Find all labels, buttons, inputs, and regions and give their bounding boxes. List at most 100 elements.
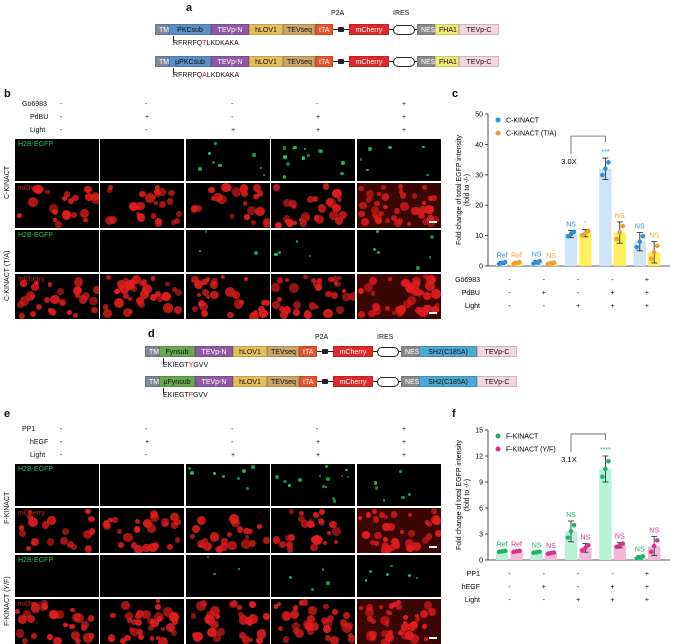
cell-signal: [385, 622, 390, 628]
segment-nes: NES: [417, 24, 435, 35]
condition-label: hEGF: [462, 584, 480, 591]
cell-signal: [427, 607, 436, 616]
cell-signal: [314, 304, 320, 310]
cell-signal: [67, 540, 75, 549]
cell-signal: [31, 632, 38, 640]
ires-linker: [389, 56, 417, 67]
data-point: [551, 260, 557, 265]
legend-label: F-KINACT: [506, 434, 539, 441]
sequence-2: EKIEGTFGVV: [163, 392, 208, 399]
significance-label: ****: [600, 447, 611, 454]
data-point: [568, 529, 574, 534]
cell-signal: [253, 310, 258, 315]
cell-signal: [142, 519, 152, 529]
cell-signal: [48, 203, 58, 213]
cell-signal: [87, 615, 95, 622]
cell-signal: [398, 189, 404, 194]
cell-signal: [423, 601, 433, 610]
cell-signal: [368, 146, 373, 151]
cell-signal: [201, 278, 208, 286]
cell-signal: [434, 303, 439, 308]
cell-signal: [426, 214, 435, 223]
cell-signal: [306, 614, 315, 623]
cell-signal: [207, 627, 217, 638]
cell-signal: [333, 281, 339, 287]
channel-label: mCherry: [18, 601, 45, 608]
cell-signal: [62, 210, 72, 220]
cell-signal: [381, 184, 386, 190]
cell-signal: [154, 604, 161, 611]
cell-signal: [148, 542, 158, 553]
cell-signal: [244, 535, 249, 540]
data-point: [537, 258, 542, 264]
cell-signal: [209, 532, 220, 542]
cell-signal: [387, 629, 394, 636]
cell-signal: [405, 630, 415, 640]
cell-signal: [238, 612, 245, 618]
cell-signal: [312, 535, 322, 545]
cell-signal: [58, 299, 67, 307]
cell-signal: [161, 291, 171, 302]
cell-signal: [385, 632, 395, 642]
cell-signal: [376, 230, 380, 234]
segment-hlov1: hLOV1: [249, 56, 283, 67]
cell-signal: [219, 543, 228, 552]
cell-signal: [207, 186, 215, 194]
segment-hlov1: hLOV1: [233, 346, 267, 357]
cell-signal: [293, 145, 297, 150]
panel-label-b: b: [4, 88, 11, 100]
cell-signal: [434, 530, 441, 538]
cell-signal: [358, 185, 364, 192]
cell-signal: [263, 300, 270, 307]
cell-signal: [229, 214, 235, 219]
data-point: [620, 223, 626, 229]
cell-signal: [248, 311, 259, 319]
cell-signal: [422, 184, 428, 190]
cell-signal: [25, 546, 31, 552]
cell-signal: [407, 221, 412, 226]
cell-signal: [396, 600, 402, 605]
cell-signal: [426, 522, 432, 528]
cell-signal: [130, 618, 137, 626]
condition-value: +: [402, 114, 407, 121]
cell-signal: [373, 306, 382, 316]
cell-signal: [227, 540, 237, 551]
significance-label: NS: [546, 543, 556, 550]
cell-signal: [308, 254, 312, 258]
cell-signal: [348, 291, 355, 301]
sequence-suffix: LKDKAKA: [206, 72, 240, 79]
condition-value: +: [645, 303, 649, 310]
cell-signal: [70, 543, 78, 551]
condition-value: -: [611, 571, 614, 578]
data-point: [537, 549, 542, 554]
cell-signal: [88, 528, 96, 535]
micrograph-mcherry: mCherry: [15, 183, 99, 228]
cell-signal: [418, 306, 429, 317]
cell-signal: [407, 512, 413, 518]
cell-signal: [145, 192, 156, 203]
cell-signal: [253, 193, 260, 200]
cell-signal: [85, 545, 91, 551]
cell-signal: [399, 530, 404, 535]
cell-signal: [88, 296, 98, 306]
cell-signal: [337, 197, 343, 203]
significance-label: NS: [566, 512, 576, 519]
cell-signal: [217, 628, 226, 637]
segment-tta: tTA: [315, 56, 333, 67]
significance-label: Ref: [511, 253, 522, 260]
segment--fynsub: μFynsub: [159, 376, 195, 387]
cell-signal: [283, 305, 292, 315]
cell-signal: [119, 285, 129, 294]
cell-signal: [158, 200, 167, 209]
cell-signal: [336, 282, 342, 287]
cell-signal: [275, 221, 283, 228]
cell-signal: [42, 603, 48, 609]
cell-signal: [329, 520, 337, 529]
data-point: [634, 244, 640, 250]
cell-signal: [199, 541, 206, 549]
condition-value: -: [577, 277, 580, 284]
cell-signal: [419, 213, 424, 218]
cell-signal: [52, 217, 57, 222]
cell-signal: [102, 303, 109, 310]
data-point: [648, 256, 654, 262]
